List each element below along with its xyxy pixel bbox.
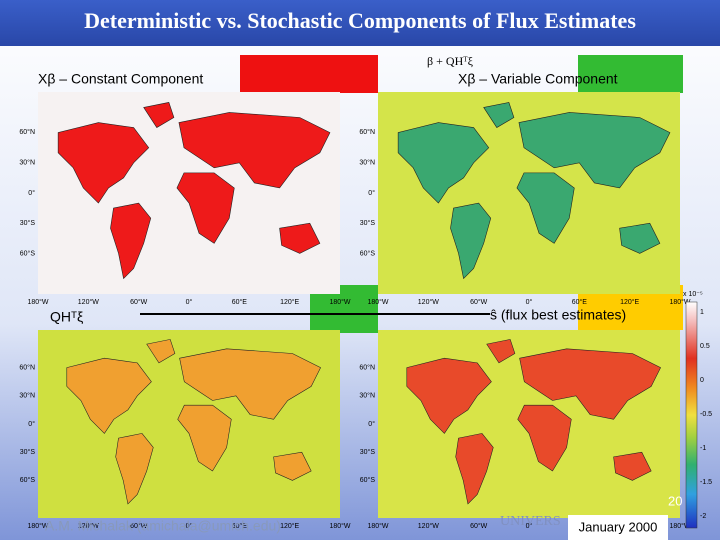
longitude-label: 120°E [280, 522, 299, 530]
longitude-label: 180°W [27, 522, 48, 530]
longitude-label: 120°W [78, 522, 99, 530]
page-number: 20 [668, 493, 682, 508]
latitude-label: 0° [28, 189, 35, 197]
slide-title: Deterministic vs. Stochastic Components … [84, 8, 636, 33]
colorbar-tick: -0.5 [700, 411, 712, 418]
longitude-label: 60°E [232, 298, 248, 306]
colorbar-unit: x 10⁻⁵ [683, 291, 703, 298]
latitude-label: 0° [28, 420, 35, 428]
longitude-label: 60°W [470, 522, 488, 530]
overlay-box [240, 55, 378, 93]
panel-label: Xβ – Variable Component [458, 71, 618, 87]
date: January 2000 [579, 519, 658, 534]
latitude-label: 30°N [19, 159, 35, 167]
latitude-label: 60°N [359, 363, 375, 371]
colorbar-tick: 1 [700, 309, 704, 316]
latitude-label: 30°S [360, 219, 376, 227]
date-box [568, 515, 668, 540]
longitude-label: 60°W [130, 522, 148, 530]
latitude-label: 30°S [20, 448, 36, 456]
latitude-label: 60°N [19, 128, 35, 136]
latitude-label: 30°S [20, 219, 36, 227]
colorbar-ticks: 1 0.5 0 -0.5 -1 -1.5 -2 [700, 309, 712, 520]
latitude-label: 30°N [359, 392, 375, 400]
panel-label: QHᵀξ [50, 309, 83, 325]
colorbar-tick: 0 [700, 377, 704, 384]
longitude-label: 180°W [329, 522, 350, 530]
longitude-label: 120°E [280, 298, 299, 306]
latitude-label: 0° [368, 189, 375, 197]
longitude-label: 60°W [470, 298, 488, 306]
longitude-label: 0° [526, 298, 533, 306]
formula: β + QHᵀξ [427, 54, 474, 68]
colorbar [685, 301, 698, 529]
latitude-label: 30°N [19, 392, 35, 400]
longitude-label: 120°E [620, 298, 639, 306]
panel-label: Xβ – Constant Component [38, 71, 203, 87]
longitude-label: 60°W [130, 298, 148, 306]
author: A.M. Michalak (amichala@umich.edu) [45, 518, 281, 534]
colorbar-tick: -1.5 [700, 479, 712, 486]
longitude-label: 180°W [367, 298, 388, 306]
longitude-label: 120°W [418, 298, 439, 306]
university: UNIVERS [500, 514, 561, 529]
panel-label: ŝ (flux best estimates) [490, 307, 626, 323]
latitude-label: 60°S [360, 476, 376, 484]
longitude-label: 60°E [232, 522, 248, 530]
longitude-label: 180°W [669, 522, 690, 530]
latitude-label: 60°S [20, 249, 36, 257]
latitude-label: 60°N [359, 128, 375, 136]
longitude-label: 0° [186, 522, 193, 530]
longitude-label: 180°W [669, 298, 690, 306]
longitude-label: 0° [526, 522, 533, 530]
latitude-label: 60°S [360, 249, 376, 257]
colorbar-tick: -2 [700, 513, 706, 520]
longitude-label: 0° [186, 298, 193, 306]
latitude-label: 60°S [20, 476, 36, 484]
longitude-label: 180°W [367, 522, 388, 530]
map-panels: Xβ – Constant Component 60°N 30°N 0° 30°S 60°… [19, 71, 691, 530]
overlay-box [578, 55, 683, 93]
longitude-label: 60°E [572, 298, 588, 306]
longitude-label: 180°W [27, 298, 48, 306]
latitude-label: 0° [368, 420, 375, 428]
latitude-label: 30°N [359, 159, 375, 167]
title-bar [0, 0, 720, 46]
longitude-label: 180°W [329, 298, 350, 306]
colorbar-tick: 0.5 [700, 343, 710, 350]
latitude-label: 30°S [360, 448, 376, 456]
colorbar-tick: -1 [700, 445, 706, 452]
longitude-label: 120°W [78, 298, 99, 306]
longitude-label: 120°W [418, 522, 439, 530]
latitude-label: 60°N [19, 363, 35, 371]
